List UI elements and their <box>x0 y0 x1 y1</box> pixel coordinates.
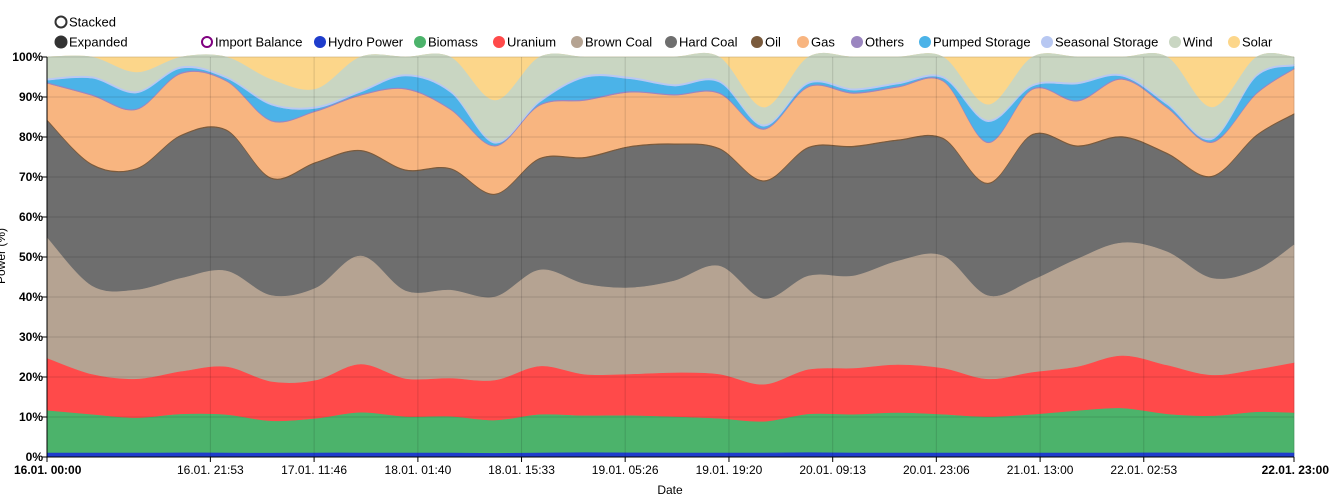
mode-label-stacked: Stacked <box>69 15 116 30</box>
legend-label-uranium: Uranium <box>507 35 556 50</box>
legend-marker-gas <box>797 36 809 48</box>
legend-marker-hard-coal <box>665 36 677 48</box>
y-tick-label: 40% <box>19 290 43 304</box>
mode-toggle: Stacked Expanded <box>54 15 128 50</box>
legend-label-brown-coal: Brown Coal <box>585 35 652 50</box>
y-tick-label: 0% <box>26 450 44 464</box>
legend-label-gas: Gas <box>811 35 835 50</box>
x-tick-label: 19.01. 05:26 <box>592 463 659 477</box>
legend-item-import-balance[interactable]: Import Balance <box>201 35 302 50</box>
legend-item-solar[interactable]: Solar <box>1228 35 1273 50</box>
x-axis-title: Date <box>657 483 683 497</box>
y-tick-label: 20% <box>19 370 43 384</box>
legend-label-wind: Wind <box>1183 35 1213 50</box>
legend-label-solar: Solar <box>1242 35 1273 50</box>
legend-marker-uranium <box>493 36 505 48</box>
legend-label-seasonal-storage: Seasonal Storage <box>1055 35 1158 50</box>
mode-label-expanded: Expanded <box>69 35 128 50</box>
legend-marker-others <box>851 36 863 48</box>
legend-marker-import-balance <box>201 36 213 48</box>
legend-label-biomass: Biomass <box>428 35 478 50</box>
legend-marker-solar <box>1228 36 1240 48</box>
mode-radio-expanded[interactable] <box>54 35 68 49</box>
x-tick-label: 18.01. 15:33 <box>488 463 555 477</box>
mode-option-stacked[interactable]: Stacked <box>54 15 116 30</box>
x-tick-label: 16.01. 21:53 <box>177 463 244 477</box>
legend-marker-oil <box>751 36 763 48</box>
legend-item-others[interactable]: Others <box>851 35 905 50</box>
legend-label-hydro-power: Hydro Power <box>328 35 404 50</box>
legend-marker-biomass <box>414 36 426 48</box>
y-tick-label: 10% <box>19 410 43 424</box>
legend-item-wind[interactable]: Wind <box>1169 35 1213 50</box>
legend-label-import-balance: Import Balance <box>215 35 302 50</box>
plot-area <box>46 52 1295 458</box>
legend-item-uranium[interactable]: Uranium <box>493 35 556 50</box>
legend-item-hard-coal[interactable]: Hard Coal <box>665 35 738 50</box>
y-tick-label: 90% <box>19 90 43 104</box>
legend-item-pumped-storage[interactable]: Pumped Storage <box>919 35 1031 50</box>
y-tick-label: 70% <box>19 170 43 184</box>
legend-marker-seasonal-storage <box>1041 36 1053 48</box>
x-tick-label: 20.01. 23:06 <box>903 463 970 477</box>
legend-label-hard-coal: Hard Coal <box>679 35 738 50</box>
legend-label-others: Others <box>865 35 905 50</box>
x-tick-label: 22.01. 23:00 <box>1262 463 1330 477</box>
x-tick-label: 19.01. 19:20 <box>696 463 763 477</box>
x-tick-label: 18.01. 01:40 <box>385 463 452 477</box>
x-tick-label: 21.01. 13:00 <box>1007 463 1074 477</box>
legend-item-biomass[interactable]: Biomass <box>414 35 478 50</box>
mode-radio-stacked[interactable] <box>54 15 68 29</box>
legend: Import Balance Hydro Power Biomass Uranium B… <box>201 35 1273 50</box>
y-axis-title: Power (%) <box>0 228 8 284</box>
y-axis: 0% 10% 20% 30% 40% 50% 60% 70% 80% 90% 100% <box>12 50 48 464</box>
y-tick-label: 80% <box>19 130 43 144</box>
y-tick-label: 60% <box>19 210 43 224</box>
x-tick-label: 16.01. 00:00 <box>14 463 82 477</box>
legend-item-hydro-power[interactable]: Hydro Power <box>314 35 404 50</box>
legend-marker-pumped-storage <box>919 36 931 48</box>
y-tick-label: 100% <box>12 50 43 64</box>
y-tick-label: 50% <box>19 250 43 264</box>
y-tick-label: 30% <box>19 330 43 344</box>
legend-item-oil[interactable]: Oil <box>751 35 781 50</box>
x-tick-label: 17.01. 11:46 <box>281 463 347 477</box>
x-axis: 16.01. 00:00 16.01. 21:53 17.01. 11:46 18.0… <box>14 456 1330 477</box>
legend-item-gas[interactable]: Gas <box>797 35 835 50</box>
legend-label-oil: Oil <box>765 35 781 50</box>
x-tick-label: 22.01. 02:53 <box>1110 463 1177 477</box>
legend-label-pumped-storage: Pumped Storage <box>933 35 1031 50</box>
legend-item-brown-coal[interactable]: Brown Coal <box>571 35 652 50</box>
legend-marker-wind <box>1169 36 1181 48</box>
mode-option-expanded[interactable]: Expanded <box>54 35 128 50</box>
legend-item-seasonal-storage[interactable]: Seasonal Storage <box>1041 35 1158 50</box>
x-tick-label: 20.01. 09:13 <box>799 463 866 477</box>
legend-marker-hydro-power <box>314 36 326 48</box>
area-hydro-power <box>46 452 1295 458</box>
legend-marker-brown-coal <box>571 36 583 48</box>
